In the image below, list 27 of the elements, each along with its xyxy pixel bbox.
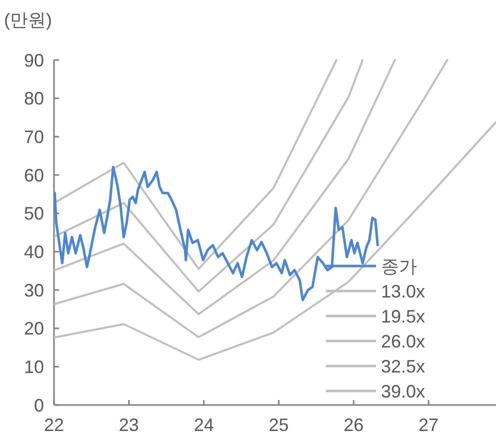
y-tick-label: 30	[24, 280, 44, 300]
y-tick-label: 10	[24, 356, 44, 377]
legend-label: 19.5x	[381, 306, 426, 326]
legend-label: 26.0x	[381, 331, 426, 352]
legend-label: 32.5x	[381, 356, 426, 376]
y-tick-label: 0	[34, 395, 44, 416]
line-series	[54, 121, 496, 361]
x-tick-label: 22	[44, 415, 64, 435]
y-axis-title: (만원)	[4, 10, 52, 30]
line-series	[54, 59, 364, 293]
x-tick-label: 26	[344, 415, 364, 435]
line-series	[54, 166, 379, 302]
y-tick-label: 40	[24, 242, 44, 262]
y-tick-label: 60	[24, 165, 44, 186]
x-tick-label: 27	[418, 415, 439, 435]
y-tick-label: 80	[24, 88, 44, 109]
x-tick-label: 24	[194, 415, 214, 435]
legend-label: 13.0x	[381, 281, 426, 302]
legend-label: 종가	[381, 256, 417, 276]
y-tick-label: 90	[24, 50, 44, 70]
x-tick-label: 25	[268, 415, 289, 435]
legend-label: 39.0x	[381, 381, 426, 402]
x-tick-label: 23	[118, 415, 139, 435]
y-tick-label: 50	[24, 204, 44, 224]
line-series	[54, 59, 338, 270]
y-tick-label: 20	[24, 318, 44, 339]
y-tick-label: 70	[24, 126, 44, 147]
